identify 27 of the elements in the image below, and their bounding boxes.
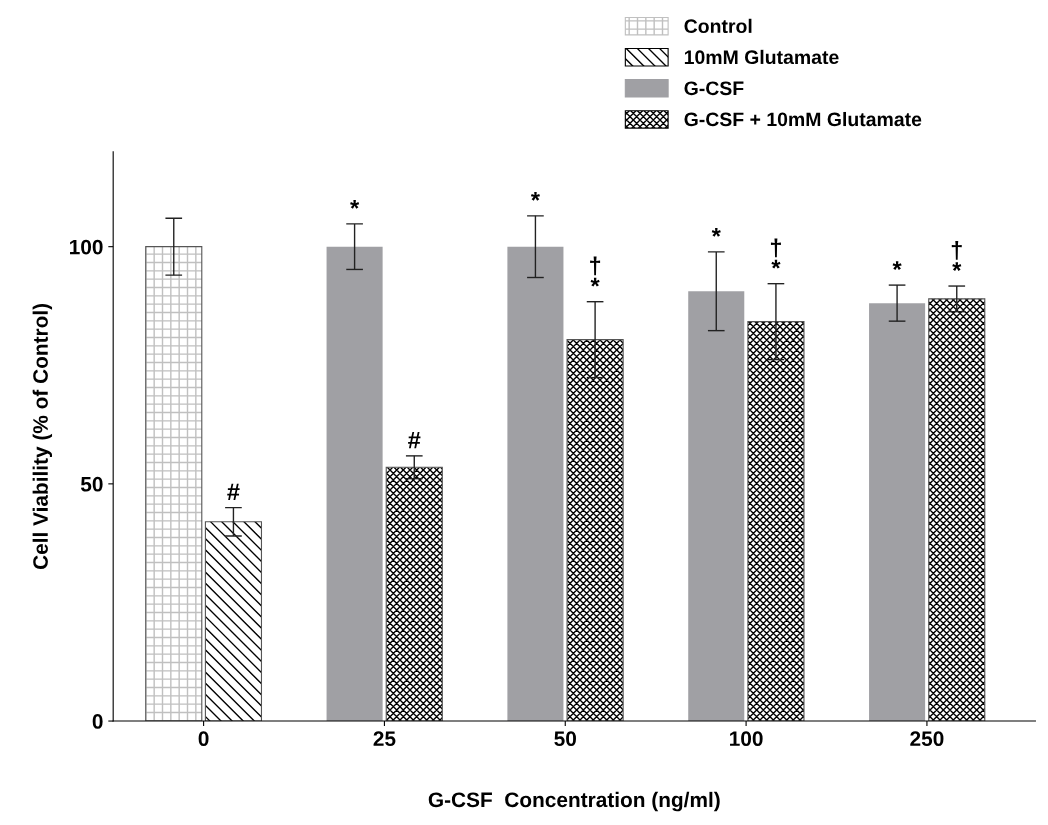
data-label: † *: [951, 240, 962, 271]
y-tick-label: 0: [92, 714, 103, 729]
x-axis-title: G-CSF Concentration (ng/ml): [428, 791, 720, 812]
y-tick-label: 50: [80, 476, 103, 492]
data-label: † *: [590, 256, 601, 287]
bar: [869, 303, 926, 722]
x-tick-label: 50: [554, 731, 576, 747]
data-label: † *: [770, 238, 781, 269]
legend-label: 10mM Glutamate: [684, 49, 839, 65]
data-label: *: [892, 261, 902, 270]
data-label: *: [350, 199, 360, 209]
data-label: *: [711, 227, 721, 237]
bar: [688, 291, 745, 722]
data-label: #: [408, 432, 421, 449]
data-label: *: [530, 191, 540, 201]
legend-label: G-CSF + 10mM Glutamate: [684, 111, 922, 127]
x-tick-label: 0: [198, 731, 209, 747]
bar: [326, 246, 383, 722]
data-label: #: [227, 483, 240, 500]
bar: [507, 246, 564, 722]
legend-label: G-CSF: [684, 81, 744, 96]
x-tick-label: 250: [910, 731, 944, 747]
x-tick-label: 25: [373, 731, 396, 747]
y-axis-title: Cell Viability (% of Control): [32, 303, 53, 570]
legend-label: Control: [684, 18, 752, 34]
y-tick-label: 100: [70, 239, 103, 255]
x-tick-label: 100: [730, 731, 763, 747]
